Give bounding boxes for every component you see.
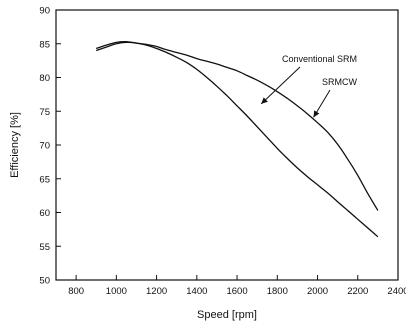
x-axis-label: Speed [rpm]	[197, 309, 257, 321]
x-tick-label: 1200	[146, 286, 167, 297]
y-tick-label: 70	[39, 141, 50, 152]
y-tick-label: 75	[39, 107, 50, 118]
x-tick-label: 2000	[307, 286, 328, 297]
y-tick-label: 50	[39, 276, 50, 287]
y-axis-label: Efficiency [%]	[9, 112, 21, 178]
annotation-conventional-srm: Conventional SRM	[282, 54, 357, 64]
x-tick-label: 800	[68, 286, 84, 297]
annotation-arrow-conventional-srm	[260, 66, 301, 105]
x-tick-label: 1800	[267, 286, 288, 297]
series-line-srmcw	[95, 41, 379, 211]
annotation-srmcw-arrowhead	[313, 110, 320, 118]
x-tick-label: 1600	[226, 286, 247, 297]
series-layer	[95, 41, 379, 238]
plot-frame	[55, 9, 399, 281]
x-tick-label: 2400	[387, 286, 406, 297]
y-tick-label: 85	[39, 39, 50, 50]
ticks-layer: 800 1000 1200 1400 1600 1800 2000 2200 2400 50 55 6…	[39, 6, 406, 298]
annotation-layer: Conventional SRM SRMCW	[260, 54, 357, 118]
y-tick-label: 60	[39, 208, 50, 219]
x-tick-label: 1000	[106, 286, 127, 297]
y-tick-label: 55	[39, 242, 50, 253]
y-tick-label: 90	[39, 6, 50, 17]
x-tick-label: 1400	[186, 286, 207, 297]
annotation-srmcw: SRMCW	[322, 77, 357, 87]
x-tick-label: 2200	[347, 286, 368, 297]
y-tick-label: 80	[39, 73, 50, 84]
annotation-conventional-srm-arrowhead	[261, 97, 268, 104]
y-tick-label: 65	[39, 174, 50, 185]
